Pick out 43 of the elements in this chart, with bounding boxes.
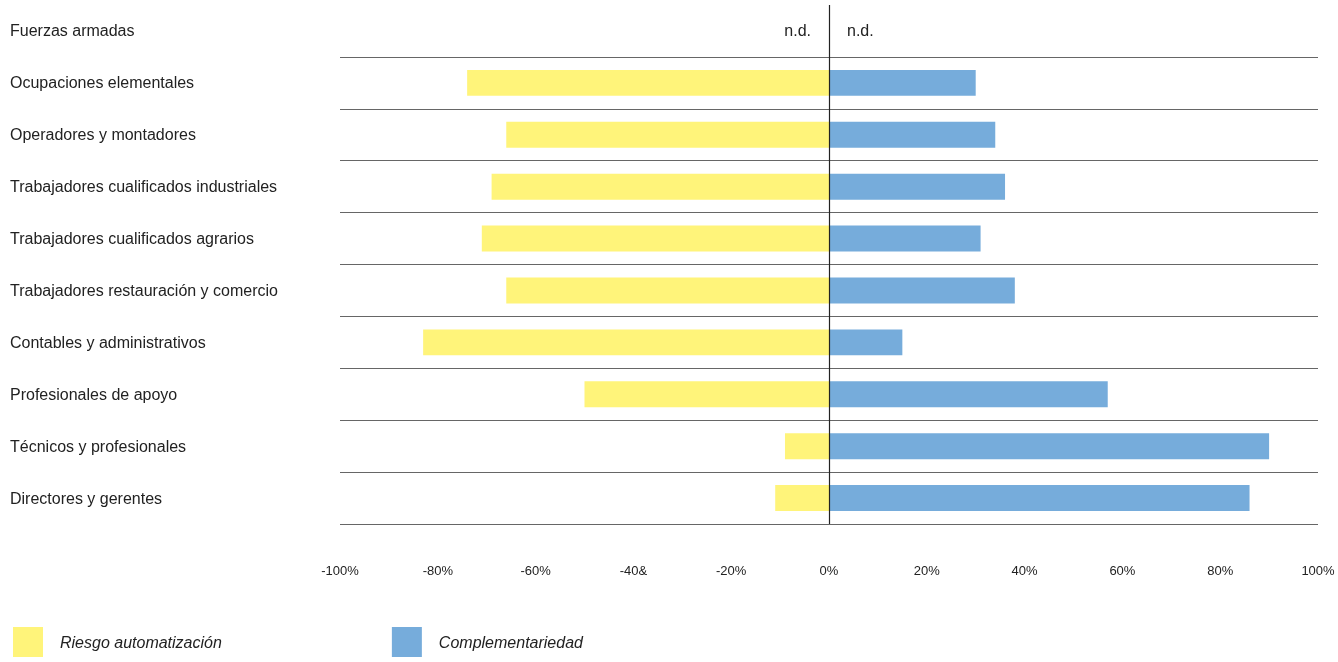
y-tick-label: Profesionales de apoyo (10, 385, 178, 403)
x-tick-label: 80% (1207, 563, 1234, 578)
x-tick-label: 40% (1011, 563, 1039, 578)
bar (829, 329, 903, 356)
y-tick-label: Trabajadores cualificados industriales (10, 178, 278, 196)
bar (829, 121, 996, 148)
text: n.d. (784, 22, 811, 40)
x-tick-label: -20% (716, 563, 747, 578)
bar (829, 277, 1015, 304)
bar (467, 69, 829, 96)
bar (829, 173, 1006, 200)
x-tick-label: -60% (520, 563, 552, 578)
bar (829, 381, 1108, 408)
x-tick-label: 20% (913, 563, 941, 578)
x-tick-label: -80% (422, 563, 454, 578)
y-tick-label: Directores y gerentes (10, 489, 163, 507)
bar (829, 225, 981, 252)
bar (784, 433, 829, 460)
bar (491, 173, 829, 200)
x-tick-label: -100% (321, 563, 360, 578)
y-tick-label: Trabajadores cualificados agrarios (10, 230, 254, 248)
bar (829, 433, 1270, 460)
y-tick-label: Contables y administrativos (10, 333, 206, 351)
bar (829, 485, 1250, 512)
y-tick-label: Trabajadores restauración y comercio (10, 281, 279, 299)
x-tick-label: -40& (619, 563, 648, 578)
text: n.d. (847, 22, 874, 40)
legend-label: Complementariedad (438, 633, 585, 651)
y-tick-label: Operadores y montadores (10, 126, 196, 144)
legend-label: Riesgo automatización (60, 633, 222, 651)
bar (481, 225, 829, 252)
bar (775, 485, 829, 512)
y-tick-label: Fuerzas armadas (10, 22, 135, 40)
bar (506, 277, 829, 304)
bar (584, 381, 829, 408)
bar (506, 121, 829, 148)
y-tick-label: Técnicos y profesionales (10, 437, 187, 455)
y-tick-label: Ocupaciones elementales (10, 74, 195, 92)
x-tick-label: 60% (1109, 563, 1136, 578)
x-tick-label: 0% (819, 563, 839, 578)
bar (423, 329, 829, 356)
x-tick-label: 100% (1301, 563, 1336, 578)
bar (829, 69, 976, 96)
